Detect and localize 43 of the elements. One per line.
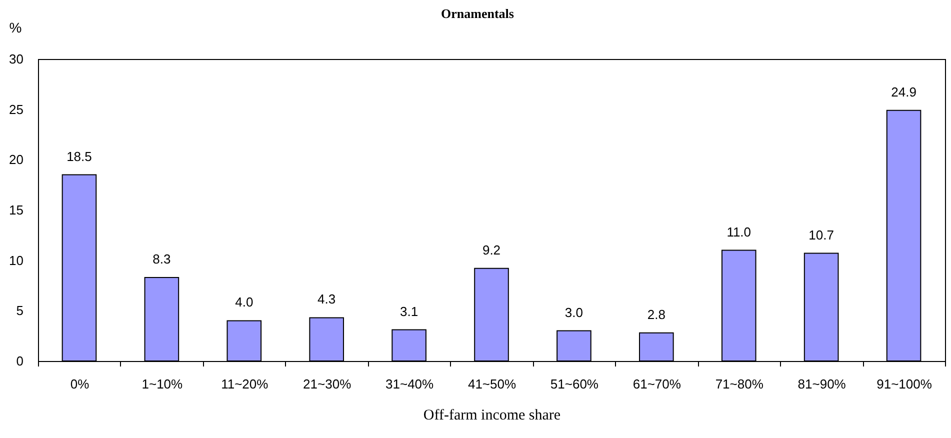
x-tick-label: 41~50%	[468, 376, 516, 392]
bar	[886, 110, 922, 362]
x-tick-label: 21~30%	[303, 376, 352, 392]
data-label: 10.7	[808, 227, 834, 242]
y-tick-label: 30	[9, 52, 24, 66]
y-tick-label: 20	[9, 152, 24, 168]
y-tick-label: 15	[9, 202, 24, 218]
y-tick-label: 0	[16, 354, 24, 368]
y-axis-title: %	[9, 20, 22, 36]
bar	[474, 268, 509, 362]
bar	[226, 320, 262, 362]
y-tick-label: 10	[9, 252, 24, 268]
data-label: 24.9	[891, 84, 916, 100]
bar	[144, 276, 180, 362]
x-tick-label: 71~80%	[715, 376, 764, 392]
x-axis-title: Off-farm income share	[423, 408, 561, 424]
x-tick-label: 11~20%	[221, 376, 269, 392]
y-tick-label: 25	[9, 102, 24, 117]
bar	[62, 174, 97, 362]
data-label: 9.2	[482, 242, 501, 258]
bar	[392, 329, 426, 362]
bar	[804, 252, 839, 362]
x-tick-label: 81~90%	[798, 376, 846, 392]
x-tick-label: 91~100%	[876, 376, 932, 392]
data-label: 4.3	[318, 292, 336, 307]
data-label: 11.0	[726, 224, 752, 240]
data-label: 4.0	[235, 294, 254, 310]
x-tick-label: 1~10%	[142, 376, 184, 392]
data-label: 18.5	[66, 148, 92, 164]
x-tick-label: 0%	[70, 376, 90, 392]
bar	[556, 330, 592, 362]
x-tick-label: 51~60%	[550, 376, 599, 392]
data-label: 2.8	[647, 306, 666, 322]
x-tick-label: 61~70%	[632, 376, 682, 392]
bar	[721, 250, 756, 362]
x-tick-label: 31~40%	[386, 376, 434, 392]
data-label: 3.0	[564, 304, 583, 320]
bar	[309, 317, 344, 362]
bar	[639, 332, 674, 362]
y-tick-label: 5	[16, 303, 24, 318]
data-label: 8.3	[152, 251, 171, 266]
data-label: 3.1	[400, 304, 418, 319]
chart-title: Ornamentals	[441, 6, 514, 21]
